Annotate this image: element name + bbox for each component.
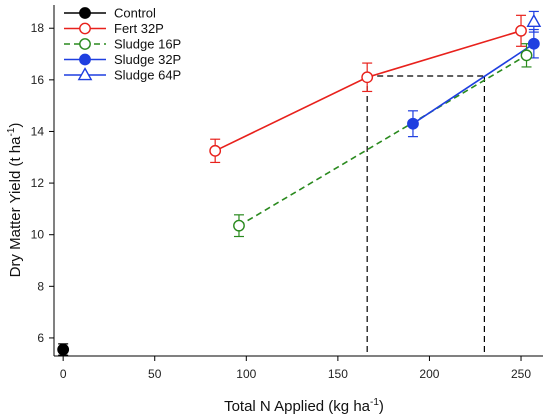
x-tick-label-0: 0 <box>60 367 67 381</box>
point-sludge-64p-0 <box>526 13 542 28</box>
reference-lines <box>366 75 485 356</box>
x-tick-label-250: 250 <box>511 367 531 381</box>
legend-marker-sludge-64p <box>77 67 93 81</box>
y-tick-label-12: 12 <box>31 176 45 190</box>
legend-label-sludge-64p: Sludge 64P <box>114 68 181 83</box>
series-line-fert-32p <box>214 30 522 152</box>
legend-marker-sludge-16p <box>79 38 91 50</box>
x-axis-title: Total N Applied (kg ha-1) <box>224 397 384 415</box>
x-tick-label-200: 200 <box>419 367 439 381</box>
y-axis-title: Dry Matter Yield (t ha-1) <box>6 123 24 278</box>
y-tick-label-8: 8 <box>37 279 44 293</box>
series-lines <box>214 30 535 227</box>
y-tick-label-6: 6 <box>37 331 44 345</box>
point-control-0 <box>57 343 70 356</box>
y-tick-label-10: 10 <box>31 228 45 242</box>
point-sludge-32p-1 <box>527 37 540 50</box>
y-tick-label-14: 14 <box>31 124 45 138</box>
point-fert-32p-2 <box>515 24 527 37</box>
x-tick-label-150: 150 <box>328 367 348 381</box>
legend-marker-control <box>79 7 91 19</box>
legend-marker-fert-32p <box>79 22 91 35</box>
legend-label-sludge-32p: Sludge 32P <box>114 52 181 67</box>
x-axis: 0 50 100 150 200 250 <box>60 356 531 381</box>
y-tick-label-16: 16 <box>31 73 45 87</box>
legend-label-control: Control <box>114 6 156 21</box>
legend-label-fert-32p: Fert 32P <box>114 21 164 36</box>
point-sludge-16p-0 <box>233 219 245 232</box>
legend-marker-sludge-32p <box>79 53 91 66</box>
x-tick-label-100: 100 <box>236 367 256 381</box>
series-line-sludge-16p <box>238 54 527 227</box>
x-tick-label-50: 50 <box>148 367 162 381</box>
legend-label-sludge-16p: Sludge 16P <box>114 37 181 52</box>
point-sludge-16p-1 <box>520 49 533 62</box>
plot-frame <box>53 5 543 357</box>
y-tick-label-18: 18 <box>31 21 45 35</box>
y-axis: 6 8 10 12 14 16 18 <box>31 21 54 345</box>
point-fert-32p-0 <box>209 144 222 157</box>
data-markers <box>57 13 542 356</box>
series-line-sludge-32p <box>412 43 535 125</box>
point-sludge-32p-0 <box>407 117 419 130</box>
point-fert-32p-1 <box>361 71 374 84</box>
